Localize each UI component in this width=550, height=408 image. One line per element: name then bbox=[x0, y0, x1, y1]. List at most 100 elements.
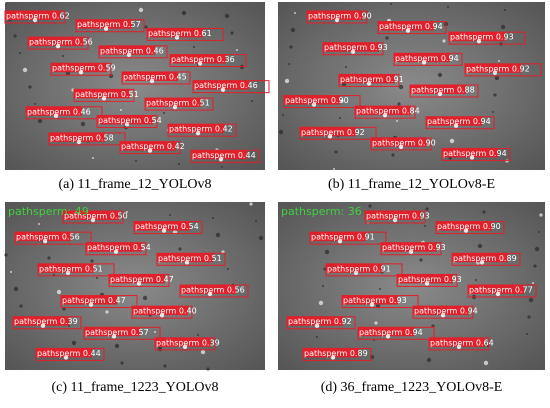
speck bbox=[289, 45, 293, 49]
detection-label: pathsperm 0.93 bbox=[366, 212, 430, 221]
sperm-head bbox=[126, 52, 132, 58]
sperm-head bbox=[330, 355, 336, 360]
speck bbox=[288, 63, 290, 65]
detection-label: pathsperm 0.94 bbox=[379, 22, 443, 31]
label-bg bbox=[465, 63, 521, 73]
label-bg bbox=[310, 232, 366, 242]
sperm-head bbox=[136, 281, 142, 286]
speck bbox=[80, 121, 86, 127]
speck bbox=[437, 72, 443, 78]
detection-label: pathsperm 0.90 bbox=[372, 138, 436, 147]
speck bbox=[334, 150, 338, 154]
speck bbox=[282, 114, 284, 116]
caption: (c) 11_frame_1223_YOLOv8 bbox=[51, 380, 218, 395]
label-bg bbox=[170, 54, 226, 64]
label-bg bbox=[436, 221, 492, 231]
detection-label: pathsperm 0.36 bbox=[171, 55, 235, 64]
label-bg bbox=[193, 80, 249, 90]
label-bg bbox=[378, 21, 434, 31]
speck bbox=[483, 360, 489, 366]
sperm-head bbox=[149, 78, 155, 84]
label-bg bbox=[449, 32, 505, 42]
sperm-head bbox=[385, 334, 391, 339]
sperm-head bbox=[182, 344, 188, 350]
detection-label: pathsperm 0.89 bbox=[453, 254, 517, 263]
speck bbox=[120, 361, 124, 365]
detection-label: pathsperm 0.39 bbox=[156, 338, 220, 347]
sperm-head bbox=[184, 260, 190, 265]
label-bg bbox=[99, 45, 155, 55]
detection-label: pathsperm 0.64 bbox=[430, 338, 494, 347]
caption: (a) 11_frame_12_YOLOv8 bbox=[58, 177, 211, 192]
speck bbox=[379, 288, 381, 290]
label-bg bbox=[307, 11, 363, 20]
speck bbox=[19, 52, 21, 54]
speck bbox=[34, 103, 36, 105]
speck bbox=[493, 93, 497, 97]
speck bbox=[249, 202, 253, 206]
speck bbox=[369, 354, 375, 360]
sperm-head bbox=[392, 217, 398, 223]
speck bbox=[47, 256, 51, 260]
label-bg bbox=[355, 106, 411, 116]
speck bbox=[154, 331, 156, 333]
speck bbox=[38, 223, 40, 225]
speck bbox=[206, 367, 210, 371]
speck bbox=[197, 334, 199, 336]
speck bbox=[424, 225, 426, 227]
detection-label: pathsperm 0.92 bbox=[466, 64, 530, 73]
sperm-head bbox=[159, 312, 165, 318]
detection-label: pathsperm 0.47 bbox=[110, 275, 174, 284]
label-bg bbox=[371, 137, 427, 147]
detection-label: pathsperm 0.93 bbox=[450, 33, 514, 42]
speck bbox=[10, 271, 12, 273]
label-bg bbox=[287, 316, 343, 326]
detection-label: pathsperm 0.90 bbox=[285, 96, 349, 105]
detection-label: pathsperm 0.54 bbox=[87, 243, 151, 252]
speck bbox=[494, 75, 500, 81]
speck bbox=[142, 295, 148, 301]
detection-label: pathsperm 0.89 bbox=[304, 349, 368, 358]
label-bg bbox=[13, 316, 69, 326]
sperm-head bbox=[314, 323, 320, 328]
count-header: pathsperm: 36 bbox=[281, 205, 362, 218]
label-bg bbox=[442, 148, 498, 158]
sperm-head bbox=[469, 155, 475, 160]
label-bg bbox=[326, 263, 382, 273]
speck bbox=[475, 279, 477, 281]
sperm-head bbox=[111, 334, 117, 339]
sperm-head bbox=[476, 38, 482, 44]
sperm-head bbox=[103, 26, 109, 31]
speck bbox=[193, 46, 195, 48]
detection-label: pathsperm 0.45 bbox=[123, 72, 187, 81]
detection-label: pathsperm 0.84 bbox=[356, 107, 420, 116]
speck bbox=[22, 67, 28, 73]
label-bg bbox=[358, 327, 414, 337]
speck bbox=[163, 364, 167, 368]
label-bg bbox=[426, 116, 482, 126]
sperm-head bbox=[42, 238, 48, 244]
speck bbox=[178, 247, 182, 251]
sperm-head bbox=[327, 134, 333, 139]
speck bbox=[178, 163, 180, 165]
sperm-head bbox=[53, 113, 59, 118]
speck bbox=[340, 99, 344, 103]
sperm-head bbox=[398, 144, 404, 150]
speck bbox=[96, 277, 98, 279]
label-bg bbox=[413, 306, 469, 316]
detection-label: pathsperm 0.94 bbox=[414, 307, 478, 316]
detection-label: pathsperm 0.91 bbox=[340, 75, 404, 84]
speck bbox=[258, 235, 264, 241]
detection-label: pathsperm 0.44 bbox=[37, 349, 101, 358]
label-bg bbox=[429, 337, 485, 347]
sperm-head bbox=[421, 60, 427, 65]
speck bbox=[290, 27, 296, 33]
detection-label: pathsperm 0.88 bbox=[411, 86, 475, 95]
detection-label: pathsperm 0.39 bbox=[14, 317, 78, 326]
speck bbox=[447, 6, 449, 8]
detection-label: pathsperm 0.51 bbox=[146, 99, 210, 108]
speck bbox=[425, 207, 429, 211]
sperm-head bbox=[218, 157, 224, 162]
speck bbox=[426, 357, 432, 363]
sperm-head bbox=[76, 139, 82, 145]
